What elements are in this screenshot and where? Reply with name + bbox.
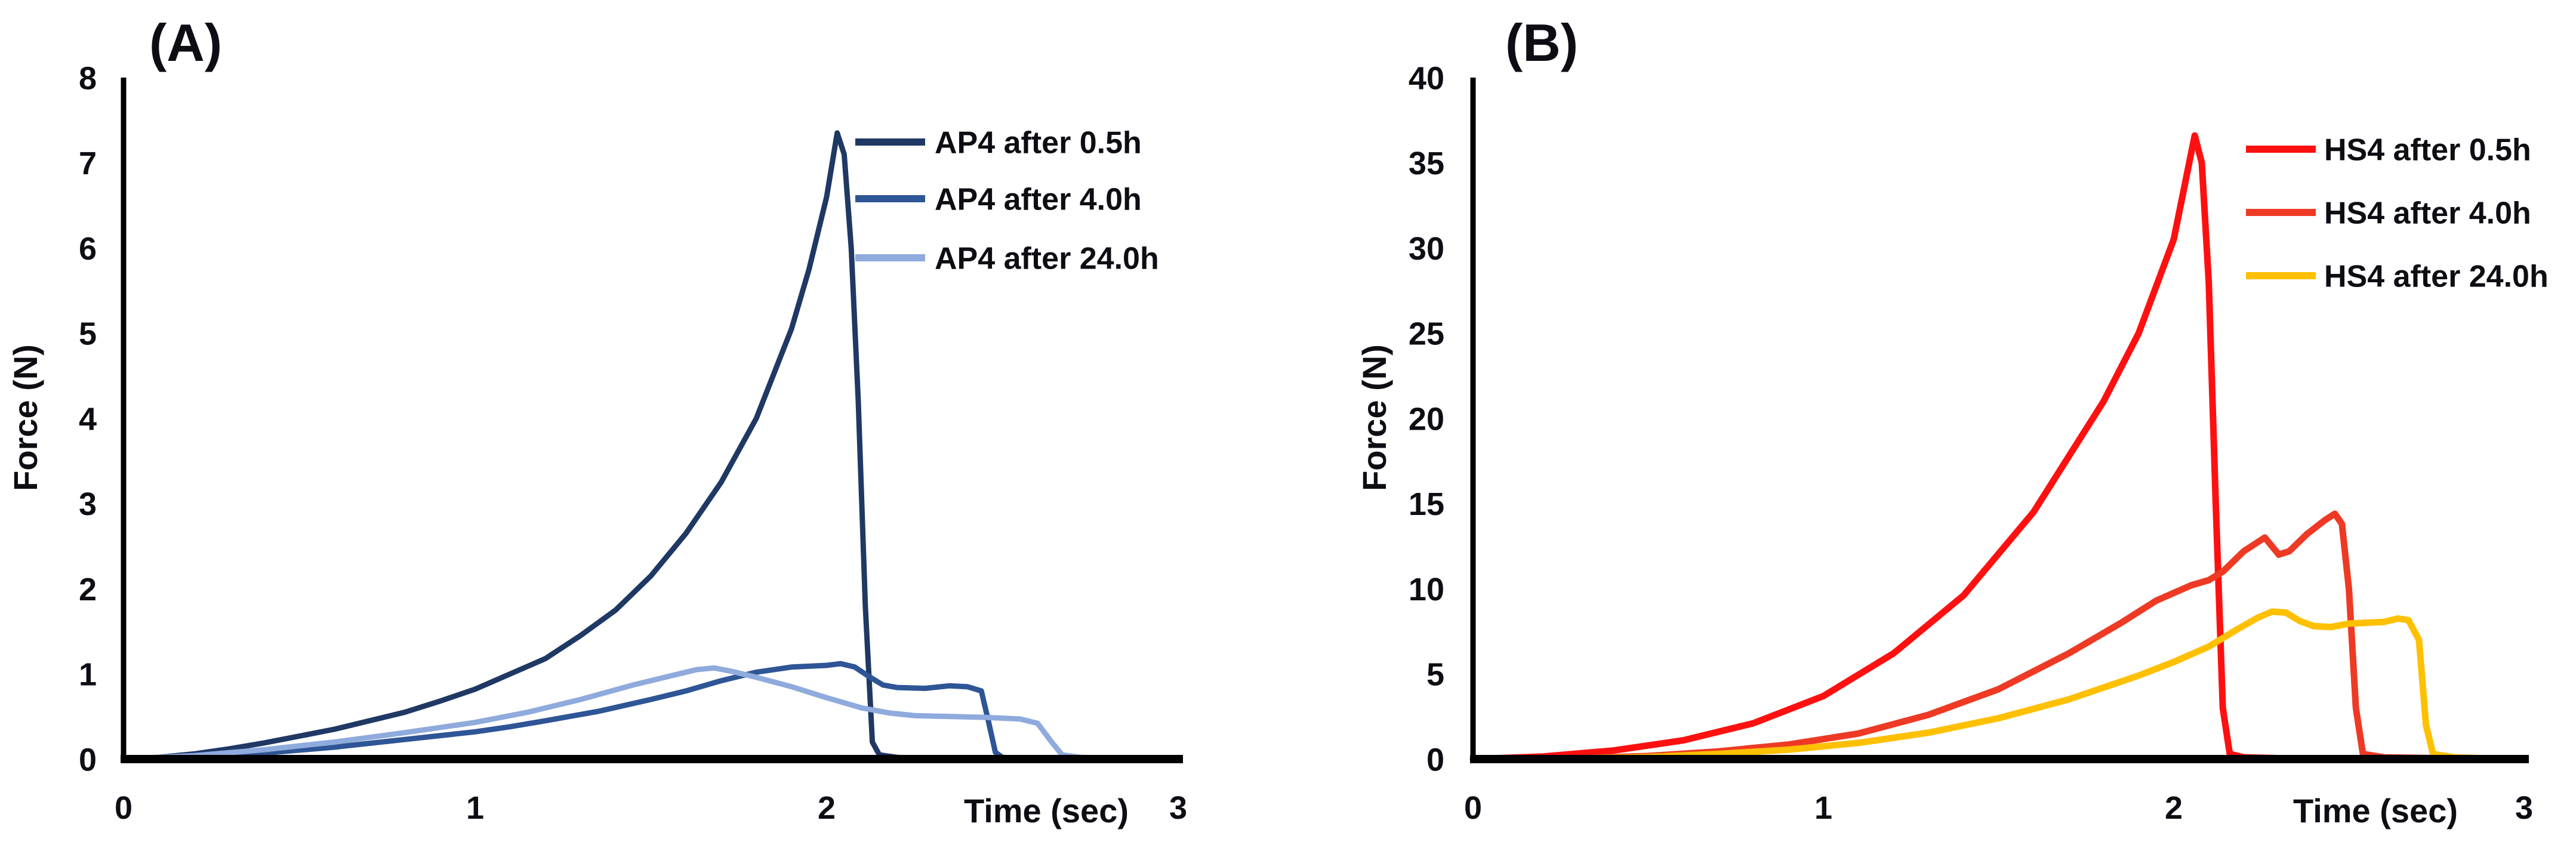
axes-b [1470,78,2529,763]
legend-label: AP4 after 24.0h [935,242,1159,276]
y-axis-title-a: Force (N) [7,344,44,491]
y-tick-label: 1 [79,657,97,693]
x-tick-label: 1 [1814,790,1832,826]
y-tick-label: 10 [1409,572,1444,607]
legend-label: AP4 after 0.5h [935,126,1142,161]
y-tick-label: 35 [1409,146,1444,181]
ticks-b: 0 5 10 15 20 25 30 35 40 0 1 2 3 [1409,60,2533,826]
x-axis-title-b: Time (sec) [2293,792,2458,829]
y-tick-label: 6 [79,231,97,267]
y-tick-label: 20 [1409,401,1444,437]
x-tick-label: 0 [115,790,133,826]
axes-a [121,78,1183,763]
y-tick-label: 8 [79,60,97,96]
y-tick-label: 7 [79,146,97,181]
x-tick-label: 2 [818,790,836,826]
y-tick-label: 25 [1409,316,1444,352]
y-tick-label: 3 [79,486,97,522]
series-line [121,661,1023,762]
legend-a: AP4 after 0.5h AP4 after 4.0h AP4 after 24… [855,126,1159,276]
legend-label: HS4 after 0.5h [2324,133,2531,168]
y-tick-label: 2 [79,572,97,607]
panel-a-title: (A) [149,13,222,72]
chart-panel-b: (B) Force (N) Time (sec) 0 5 10 15 20 25 30 35 4… [1288,0,2576,845]
series-line [121,130,914,762]
legend-label: AP4 after 4.0h [935,183,1142,217]
series-b [1469,132,2486,763]
y-tick-label: 40 [1409,60,1444,96]
y-tick-label: 15 [1409,486,1444,522]
y-tick-label: 5 [79,316,97,352]
x-tick-label: 2 [2165,790,2183,826]
series-a [121,130,1111,762]
series-line [1469,510,2440,763]
series-line [121,665,1111,762]
legend-b: HS4 after 0.5h HS4 after 4.0h HS4 after 24… [2246,133,2549,294]
x-tick-label: 3 [1169,790,1187,826]
y-tick-label: 4 [79,401,97,437]
y-tick-label: 0 [1426,742,1444,778]
y-tick-label: 30 [1409,231,1444,267]
series-line [1469,132,2282,763]
panel-b-title: (B) [1505,13,1578,72]
x-axis-title-a: Time (sec) [964,792,1129,829]
force-time-chart-a: (A) Force (N) Time (sec) 0 1 2 3 4 5 6 7 8 0 1 2 3 A… [7,13,1187,829]
x-tick-label: 1 [466,790,484,826]
y-tick-label: 5 [1426,657,1444,693]
y-axis-title-b: Force (N) [1355,344,1393,491]
y-tick-label: 0 [79,742,97,778]
x-tick-label: 3 [2515,790,2533,826]
force-time-chart-b: (B) Force (N) Time (sec) 051015202530354… [1355,13,2549,829]
legend-label: HS4 after 4.0h [2324,196,2531,231]
legend-label: HS4 after 24.0h [2324,260,2549,294]
x-tick-label: 0 [1464,790,1482,826]
ticks-a: 0 1 2 3 4 5 6 7 8 0 1 2 3 [79,60,1187,826]
series-line [1469,608,2486,763]
chart-panel-a: (A) Force (N) Time (sec) 0 1 2 3 4 5 6 7 8 0 1 2 3 A… [7,13,1187,829]
